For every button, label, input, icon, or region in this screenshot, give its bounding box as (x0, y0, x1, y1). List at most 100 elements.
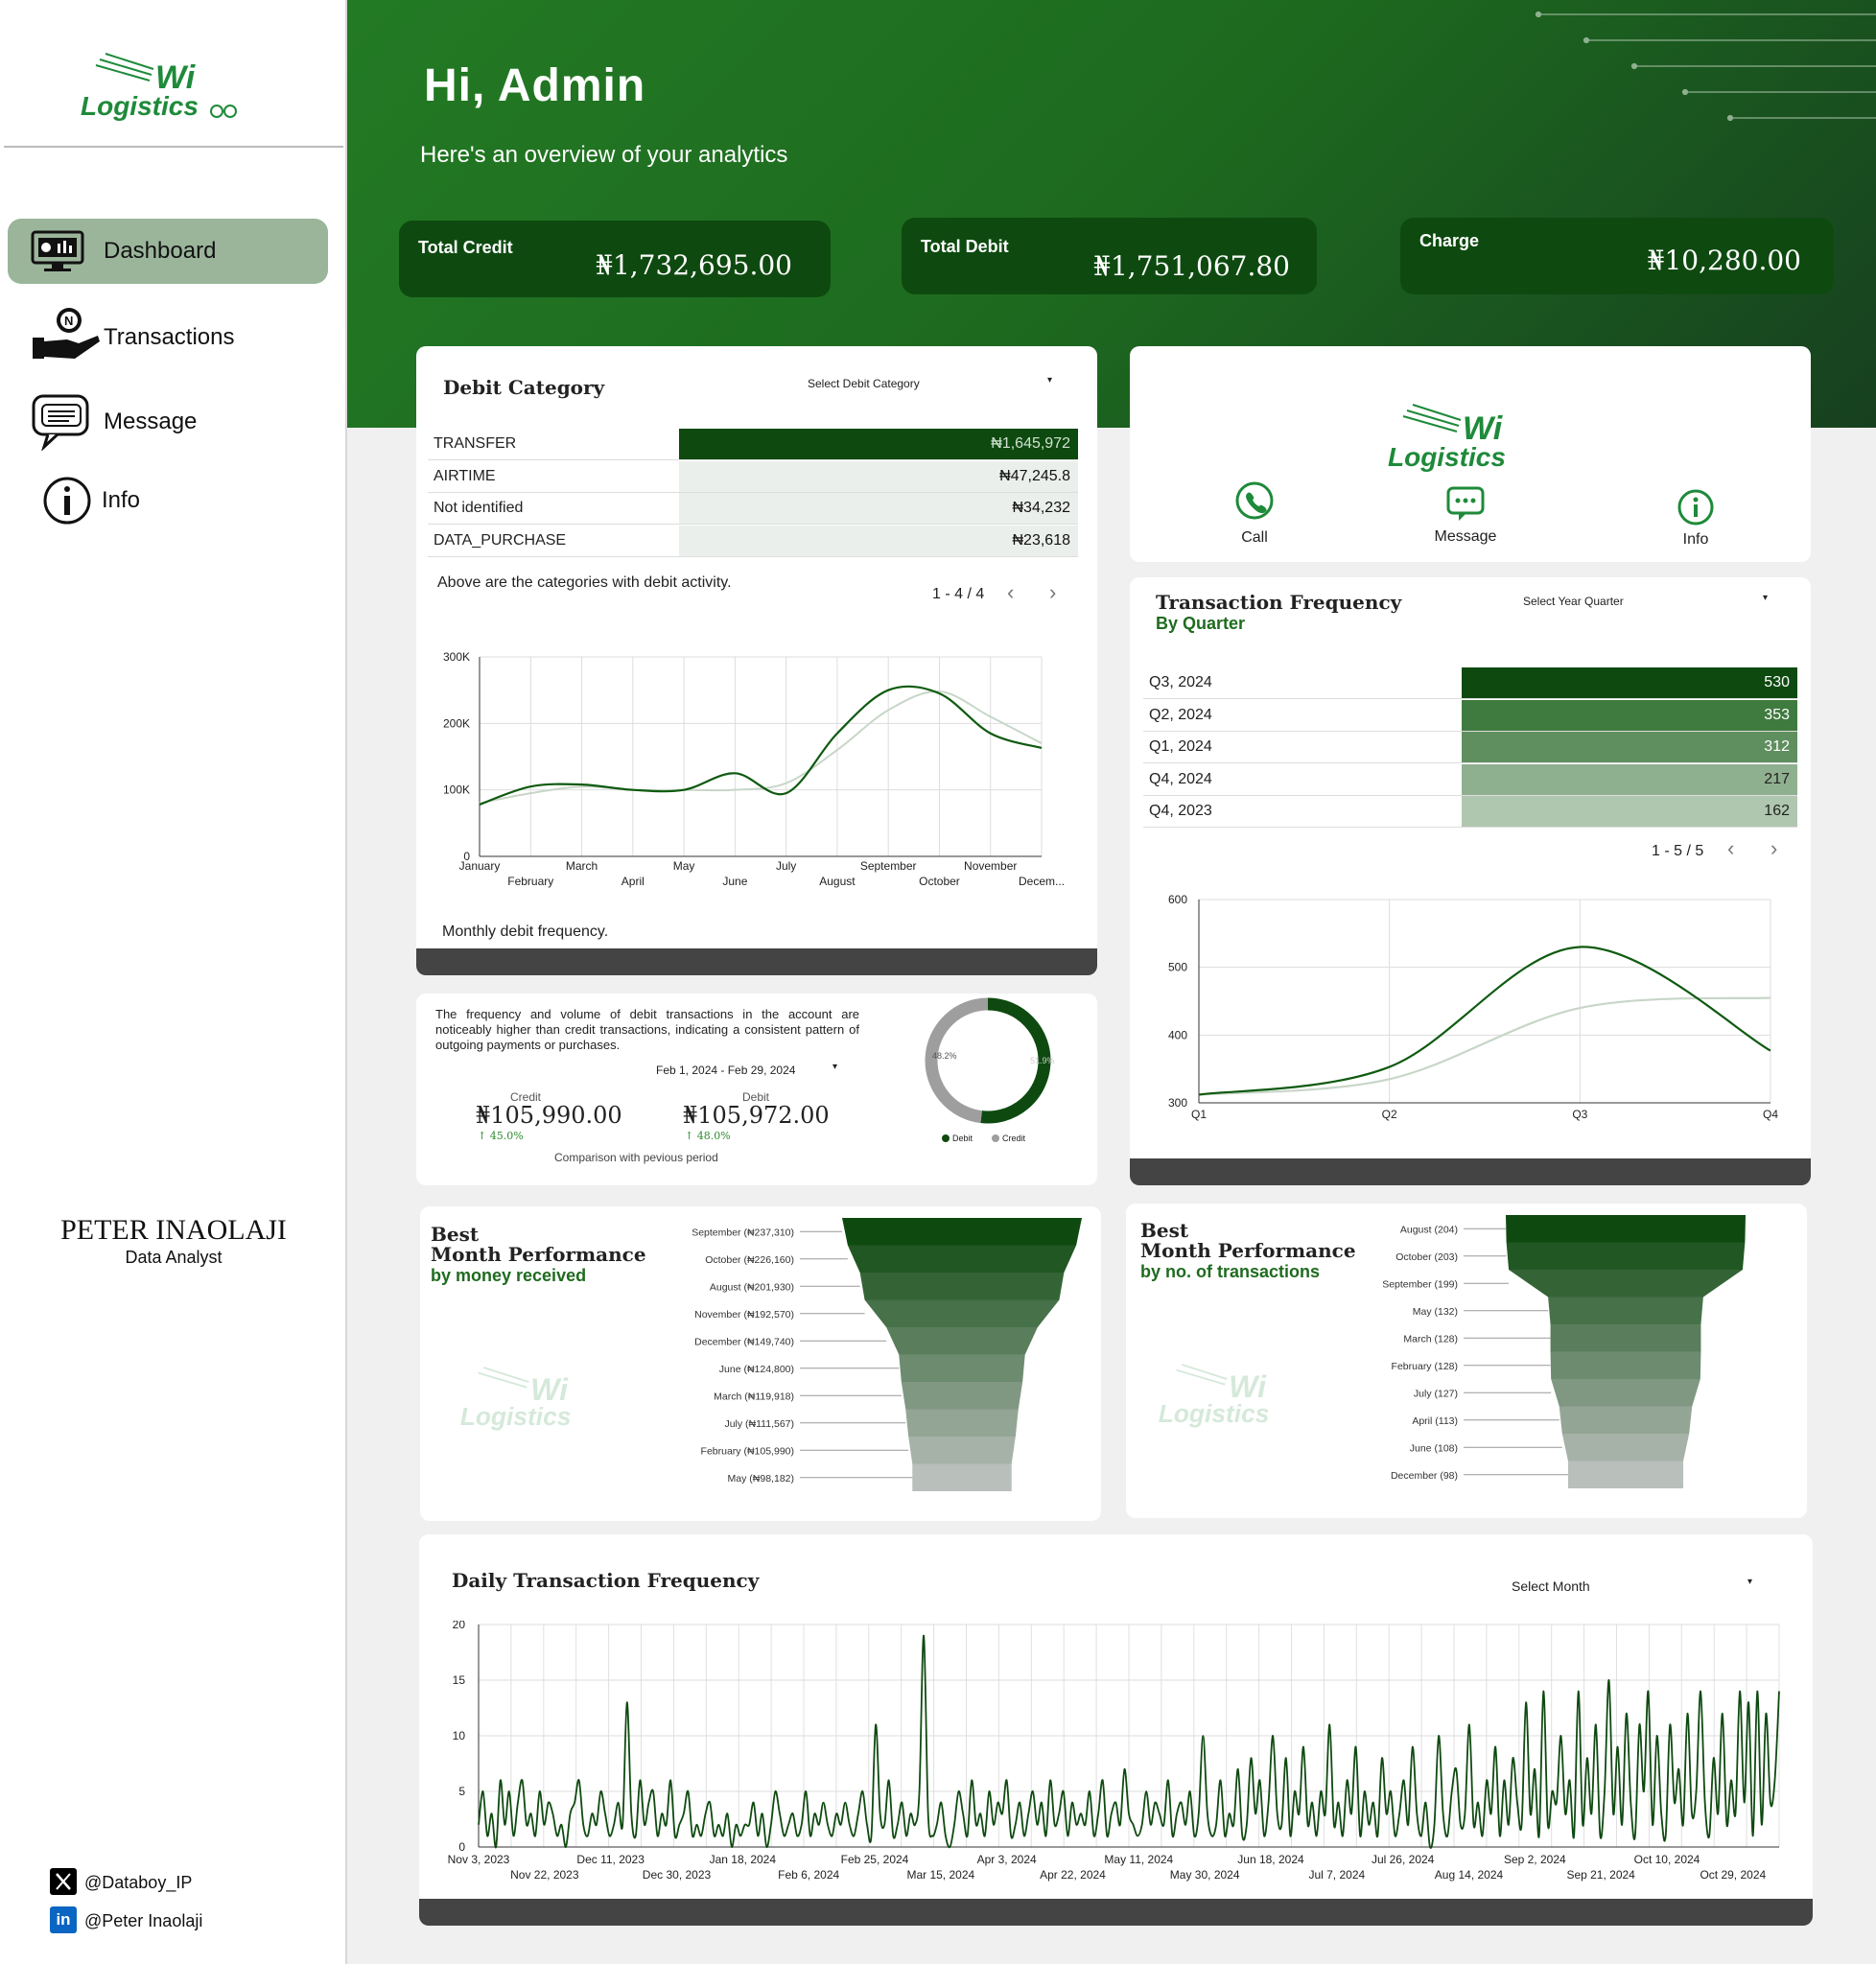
funnel-bar (1561, 1434, 1690, 1461)
brand-logo: Wi Logistics (77, 48, 240, 125)
table-row[interactable]: Q4, 2023 162 (1143, 796, 1797, 828)
credit-change: ↑ 45.0% (478, 1130, 524, 1142)
y-tick-label: 20 (453, 1621, 466, 1631)
nav-item-dashboard[interactable]: Dashboard (8, 219, 328, 284)
table-row[interactable]: Q2, 2024 353 (1143, 699, 1797, 732)
year-quarter-select[interactable]: Select Year Quarter ▾ (1523, 593, 1801, 608)
table-row[interactable]: Q1, 2024 312 (1143, 732, 1797, 763)
linkedin-icon[interactable]: in (50, 1906, 77, 1933)
table-row[interactable]: Not identified ₦34,232 (428, 493, 1078, 525)
social-x-handle[interactable]: @Databoy_IP (84, 1873, 193, 1892)
funnel-label: June (₦124,800) (719, 1364, 794, 1375)
message-label: Message (1434, 528, 1497, 545)
x-tick-label: Dec 30, 2023 (643, 1868, 712, 1882)
month-select[interactable]: Select Month ▾ (1512, 1577, 1761, 1594)
funnel-bar (1559, 1406, 1693, 1434)
funnel-bar (1567, 1461, 1684, 1488)
funnel-label: August (₦201,930) (710, 1281, 794, 1293)
daily-frequency-card: Daily Transaction Frequency Select Month… (419, 1534, 1813, 1926)
x-tick-label: July (776, 859, 796, 873)
prev-page-icon[interactable]: ‹ (1007, 580, 1015, 604)
stat-label: Total Credit (418, 238, 513, 257)
donut-slice-debit (980, 997, 1051, 1124)
next-page-icon[interactable]: › (1049, 580, 1057, 604)
funnel-bar (886, 1327, 1038, 1355)
funnel-bar (1506, 1215, 1746, 1243)
call-button[interactable]: Call (1226, 480, 1283, 547)
x-tick-label: March (566, 859, 598, 873)
nav-item-transactions[interactable]: N Transactions (8, 305, 328, 370)
x-tick-label: January (459, 859, 501, 873)
daily-title: Daily Transaction Frequency (452, 1569, 760, 1592)
card-footer-bar (1130, 1158, 1811, 1185)
credit-value: ₦105,990.00 (476, 1102, 622, 1129)
watermark-logo: Wi Logistics (1155, 1357, 1308, 1438)
logo-logistics-text: Logistics (1159, 1399, 1270, 1428)
funnel-label: March (₦119,918) (714, 1391, 794, 1402)
x-tick-label: May (673, 859, 695, 873)
next-page-icon[interactable]: › (1770, 836, 1778, 860)
chevron-down-icon: ▾ (1763, 593, 1769, 603)
x-tick-label: Nov 3, 2023 (448, 1853, 510, 1866)
best-month-transactions-card: Best Month Performance by no. of transac… (1126, 1204, 1807, 1518)
best-money-line3: by money received (431, 1266, 587, 1285)
comparison-note: Comparison with pevious period (554, 1151, 718, 1164)
nav-label-info: Info (102, 487, 141, 513)
funnel-label: September (₦237,310) (692, 1227, 794, 1238)
table-row[interactable]: AIRTIME ₦47,245.8 (428, 460, 1078, 493)
row-label: Not identified (434, 500, 524, 516)
logo-wi-text: Wi (155, 59, 197, 96)
x-tick-label: Jul 26, 2024 (1372, 1853, 1435, 1866)
credit-debit-summary-card: The frequency and volume of debit transa… (416, 994, 1097, 1185)
message-button[interactable]: Message (1427, 485, 1504, 546)
slice-label: 51.9% (1030, 1056, 1055, 1065)
y-tick-label: 15 (453, 1673, 466, 1687)
funnel-label: June (108) (1410, 1442, 1458, 1454)
y-tick-label: 500 (1168, 961, 1187, 974)
table-row[interactable]: TRANSFER ₦1,645,972 (428, 429, 1078, 460)
x-tick-label: Jan 18, 2024 (710, 1853, 777, 1866)
funnel-bar (901, 1382, 1023, 1410)
tx-frequency-title: Transaction Frequency (1156, 591, 1402, 614)
debit-category-note: Above are the categories with debit acti… (437, 574, 732, 591)
x-tick-label: Q3 (1572, 1108, 1587, 1121)
funnel-label: July (127) (1414, 1388, 1458, 1399)
row-bar (1462, 732, 1797, 762)
row-bar (1462, 699, 1797, 731)
table-row[interactable]: Q3, 2024 530 (1143, 667, 1797, 699)
naira-hand-icon: N (31, 305, 104, 367)
chevron-down-icon: ▾ (1047, 375, 1053, 386)
info-button[interactable]: Info (1667, 488, 1724, 549)
x-tick-label: Dec 11, 2023 (576, 1853, 645, 1866)
funnel-bar (1551, 1379, 1700, 1407)
nav-item-info[interactable]: Info (8, 468, 328, 533)
prev-page-icon[interactable]: ‹ (1727, 836, 1735, 860)
row-bar (1462, 667, 1797, 698)
table-row[interactable]: Q4, 2024 217 (1143, 763, 1797, 796)
select-label: Select Month (1512, 1578, 1590, 1594)
x-logo-icon[interactable] (50, 1868, 77, 1895)
x-tick-label: Sep 2, 2024 (1504, 1853, 1566, 1866)
sidebar: Wi Logistics Dashboard N Transactions Me… (0, 0, 347, 1964)
select-label: Feb 1, 2024 - Feb 29, 2024 (656, 1064, 796, 1077)
debit-category-select[interactable]: Select Debit Category ▾ (808, 375, 1095, 390)
x-tick-label: Oct 29, 2024 (1700, 1868, 1766, 1882)
funnel-label: May (₦98,182) (728, 1473, 794, 1485)
svg-text:N: N (64, 314, 73, 328)
chevron-down-icon: ▾ (832, 1062, 838, 1072)
row-value: 312 (1764, 738, 1790, 755)
logo-wi-text: Wi (1229, 1369, 1267, 1404)
funnel-bar (859, 1273, 1065, 1300)
x-tick-label: Jun 18, 2024 (1237, 1853, 1304, 1866)
date-range-select[interactable]: Feb 1, 2024 - Feb 29, 2024 ▾ (656, 1062, 857, 1077)
x-tick-label: February (507, 875, 553, 888)
funnel-bar (905, 1409, 1019, 1437)
row-value: ₦34,232 (1012, 500, 1071, 516)
best-money-line2: Month Performance (431, 1243, 646, 1266)
x-tick-label: Apr 3, 2024 (977, 1853, 1037, 1866)
x-tick-label: Jul 7, 2024 (1308, 1868, 1365, 1882)
best-month-money-card: Best Month Performance by money received… (420, 1206, 1101, 1521)
nav-item-message[interactable]: Message (8, 389, 328, 455)
social-linkedin-handle[interactable]: @Peter Inaolaji (84, 1911, 203, 1930)
table-row[interactable]: DATA_PURCHASE ₦23,618 (428, 525, 1078, 557)
